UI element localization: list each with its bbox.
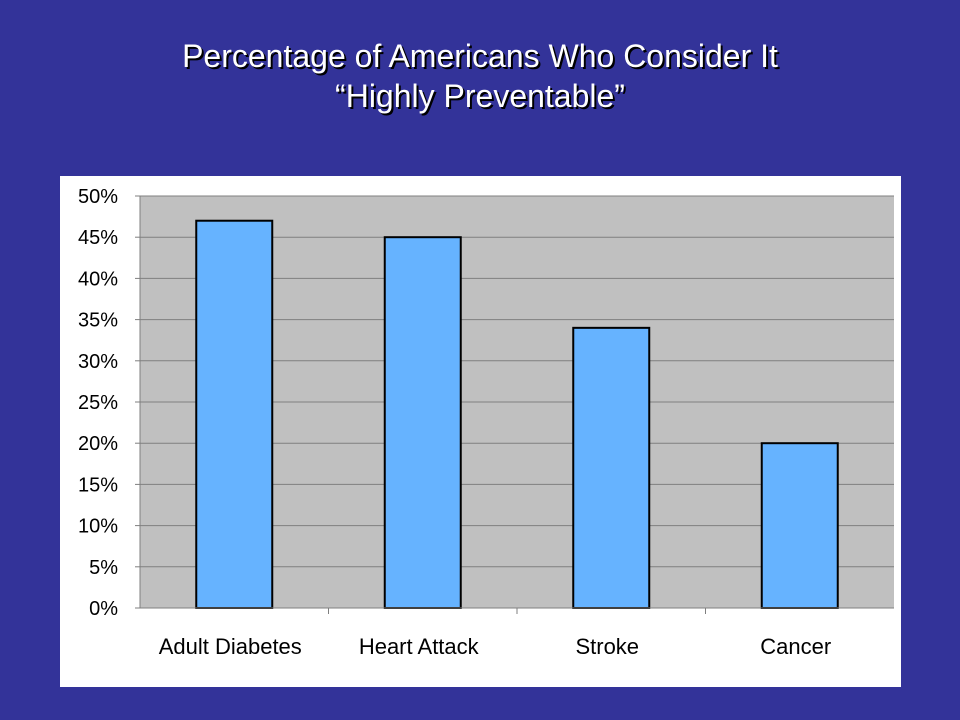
y-tick-label: 35% <box>78 310 118 332</box>
bar-stroke <box>572 326 651 609</box>
chart-panel: 0% 5% 10% 15% 20% 25% 30% 35% 40% 45% 50% Adult Di… <box>60 176 901 687</box>
axes <box>135 195 894 614</box>
y-tick-label: 15% <box>78 474 118 496</box>
bar-cancer <box>760 442 839 610</box>
bar-heart-attack <box>383 236 462 609</box>
y-tick-label: 40% <box>78 268 118 290</box>
y-tick-label: 10% <box>78 516 118 538</box>
slide-title-line-1: Percentage of Americans Who Consider It <box>182 38 778 74</box>
bars <box>195 219 839 610</box>
y-tick-label: 20% <box>78 433 118 455</box>
x-tick-label: Stroke <box>575 634 639 659</box>
y-tick-label: 25% <box>78 392 118 414</box>
x-tick-label: Cancer <box>760 634 831 659</box>
slide-title-line-2: “Highly Preventable” <box>335 78 625 114</box>
bar-adult-diabetes <box>195 219 274 609</box>
x-tick-label: Adult Diabetes <box>159 634 302 659</box>
x-tick-label: Heart Attack <box>359 634 480 659</box>
y-tick-label: 5% <box>89 557 118 579</box>
x-tick-labels: Adult Diabetes Heart Attack Stroke Cancer <box>159 634 832 659</box>
y-tick-label: 45% <box>78 227 118 249</box>
y-tick-label: 0% <box>89 598 118 620</box>
y-tick-label: 50% <box>78 186 118 208</box>
slide-title: Percentage of Americans Who Consider It … <box>0 36 960 116</box>
bar-chart: 0% 5% 10% 15% 20% 25% 30% 35% 40% 45% 50% Adult Di… <box>78 186 894 659</box>
y-tick-labels: 0% 5% 10% 15% 20% 25% 30% 35% 40% 45% 50% <box>78 186 118 620</box>
y-tick-label: 30% <box>78 351 118 373</box>
